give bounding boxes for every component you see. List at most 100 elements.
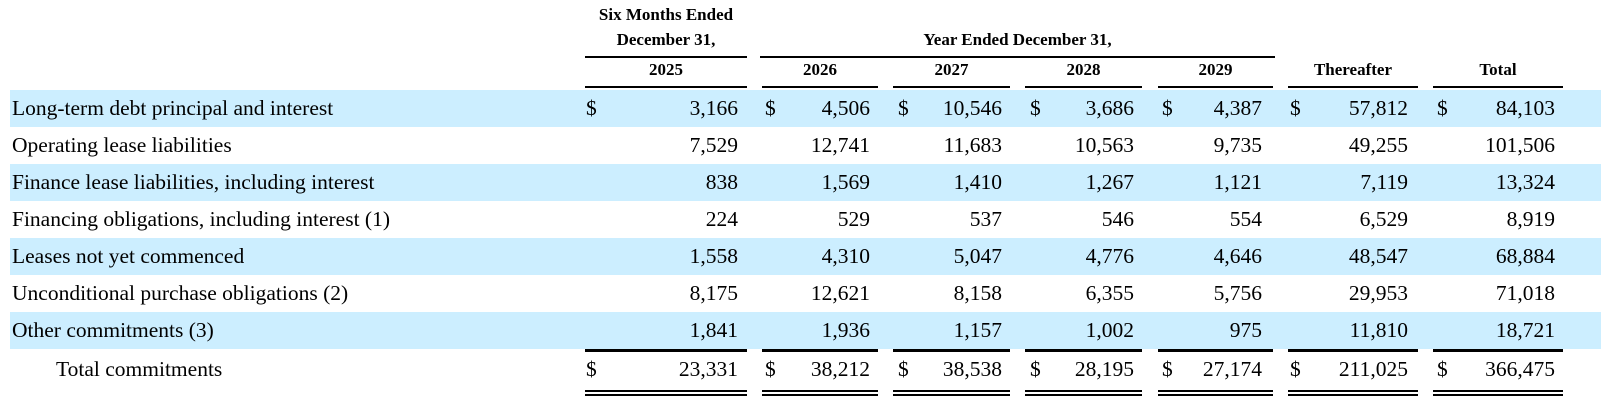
cell-2027: 537: [969, 207, 1002, 231]
currency-symbol: $: [765, 96, 776, 120]
total-double-rule: [893, 390, 1010, 396]
total-top-rule: [585, 349, 747, 352]
total-double-rule: [1288, 390, 1418, 396]
cell-2025: 3,166: [689, 96, 738, 120]
col-header-2027: 2027: [934, 60, 969, 79]
cell-2029: 5,756: [1213, 281, 1262, 305]
col-header-thereafter: Thereafter: [1313, 60, 1393, 79]
cell-thereafter: 11,810: [1349, 318, 1408, 342]
header-rule-six-months: [585, 56, 747, 58]
cell-2026: 12,621: [810, 281, 870, 305]
row-label: Operating lease liabilities: [12, 133, 232, 157]
cell-thereafter: 57,812: [1348, 96, 1408, 120]
total-double-rule: [762, 390, 878, 396]
currency-symbol: $: [586, 96, 597, 120]
currency-symbol: $: [765, 357, 776, 381]
header-six-months-line2: December 31,: [616, 30, 716, 49]
cell-2025: 7,529: [689, 133, 738, 157]
cell-2026: 1,936: [821, 318, 870, 342]
cell-thereafter: 6,529: [1359, 207, 1408, 231]
cell-2026: 12,741: [810, 133, 870, 157]
currency-symbol: $: [1290, 357, 1301, 381]
cell-2027: 1,157: [953, 318, 1002, 342]
currency-symbol: $: [1437, 357, 1448, 381]
cell-total: 8,919: [1506, 207, 1555, 231]
header-six-months-line1: Six Months Ended: [598, 5, 734, 24]
col-header-rule-thereafter: [1288, 86, 1418, 88]
cell-2029: 975: [1229, 318, 1262, 342]
cell-2027: 11,683: [943, 133, 1002, 157]
cell-2027: 5,047: [953, 244, 1002, 268]
cell-2027: 8,158: [953, 281, 1002, 305]
row-label: Other commitments (3): [12, 318, 214, 342]
cell-2029: 4,387: [1213, 96, 1262, 120]
currency-symbol: $: [1030, 96, 1041, 120]
cell-total: 13,324: [1495, 170, 1555, 194]
col-header-rule-2026: [762, 86, 878, 88]
col-header-rule-2025: [585, 86, 747, 88]
cell-thereafter: 49,255: [1348, 133, 1408, 157]
total-double-rule: [1158, 390, 1273, 396]
row-label: Long-term debt principal and interest: [12, 96, 334, 120]
col-header-2025: 2025: [649, 60, 683, 79]
table-row: Finance lease liabilities, including int…: [10, 164, 1601, 201]
row-label: Unconditional purchase obligations (2): [12, 281, 349, 305]
cell-2028: 1,267: [1085, 170, 1134, 194]
cell-2025: 224: [705, 207, 738, 231]
cell-2029: 4,646: [1213, 244, 1262, 268]
cell-2028: 28,195: [1074, 357, 1134, 381]
currency-symbol: $: [586, 357, 597, 381]
col-header-2029: 2029: [1198, 60, 1233, 79]
cell-2027: 38,538: [942, 357, 1002, 381]
cell-total: 366,475: [1485, 357, 1555, 381]
cell-2028: 10,563: [1074, 133, 1134, 157]
total-top-rule: [762, 349, 878, 352]
cell-thereafter: 211,025: [1338, 357, 1408, 381]
table-row: Leases not yet commenced 1,558 4,310 5,047 4…: [10, 238, 1601, 275]
col-header-rule-2029: [1158, 86, 1273, 88]
cell-total: 18,721: [1495, 318, 1555, 342]
cell-2028: 4,776: [1085, 244, 1134, 268]
cell-2028: 546: [1101, 207, 1134, 231]
cell-2026: 4,506: [821, 96, 870, 120]
currency-symbol: $: [1162, 357, 1173, 381]
total-double-rule: [585, 390, 747, 396]
cell-2026: 529: [837, 207, 870, 231]
col-header-rule-2028: [1025, 86, 1142, 88]
cell-total: 101,506: [1485, 133, 1555, 157]
total-top-rule: [893, 349, 1010, 352]
total-label: Total commitments: [56, 357, 223, 381]
cell-2028: 1,002: [1085, 318, 1134, 342]
total-double-rule: [1025, 390, 1142, 396]
currency-symbol: $: [1290, 96, 1301, 120]
cell-2025: 1,841: [689, 318, 738, 342]
header-year-ended: Year Ended December 31,: [923, 30, 1112, 49]
cell-2025: 8,175: [689, 281, 738, 305]
currency-symbol: $: [1030, 357, 1041, 381]
currency-symbol: $: [1162, 96, 1173, 120]
cell-2029: 1,121: [1213, 170, 1262, 194]
cell-2027: 1,410: [953, 170, 1002, 194]
total-top-rule: [1158, 349, 1273, 352]
cell-thereafter: 48,547: [1348, 244, 1408, 268]
table-row: Unconditional purchase obligations (2) 8,…: [10, 275, 1601, 312]
cell-2027: 10,546: [942, 96, 1002, 120]
cell-2029: 27,174: [1202, 357, 1262, 381]
cell-2026: 4,310: [821, 244, 870, 268]
cell-2025: 23,331: [678, 357, 738, 381]
currency-symbol: $: [898, 357, 909, 381]
cell-total: 84,103: [1495, 96, 1555, 120]
cell-2025: 1,558: [689, 244, 738, 268]
cell-2029: 9,735: [1213, 133, 1262, 157]
cell-2028: 6,355: [1085, 281, 1134, 305]
cell-thereafter: 7,119: [1360, 170, 1408, 194]
cell-thereafter: 29,953: [1348, 281, 1408, 305]
total-top-rule: [1288, 349, 1418, 352]
table-row: Long-term debt principal and interest $3,…: [10, 90, 1601, 127]
col-header-rule-2027: [893, 86, 1010, 88]
cell-2026: 1,569: [821, 170, 870, 194]
cell-total: 71,018: [1495, 281, 1555, 305]
table-row: Other commitments (3) 1,841 1,936 1,157 1,00…: [10, 312, 1601, 349]
row-label: Leases not yet commenced: [12, 244, 245, 268]
total-top-rule: [1433, 349, 1563, 352]
